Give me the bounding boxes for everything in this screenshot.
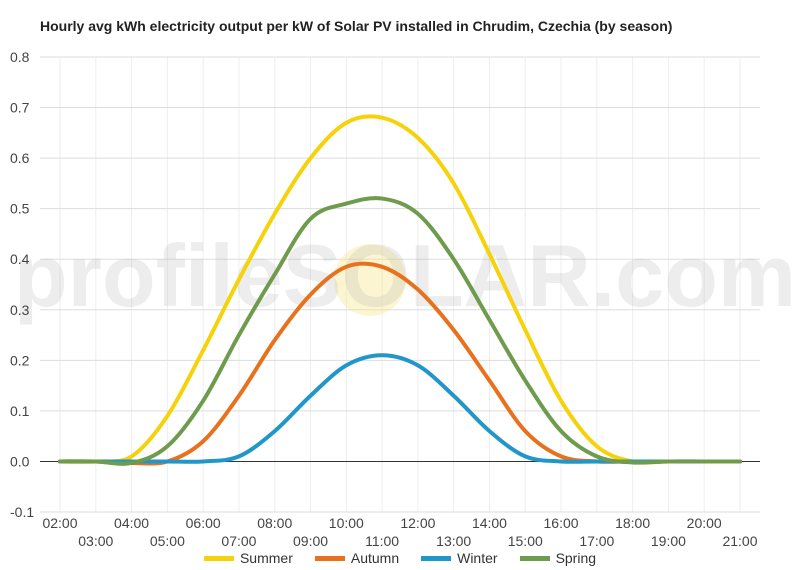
y-tick-label: 0.5 (10, 201, 30, 217)
x-tick-label: 14:00 (472, 515, 507, 531)
series-lines (58, 114, 742, 466)
legend-swatch (421, 555, 452, 561)
x-tick-label: 20:00 (687, 515, 722, 531)
legend-item-autumn[interactable]: Autumn (314, 549, 400, 567)
legend-swatch (519, 555, 550, 561)
y-tick-label: 0.7 (10, 100, 30, 116)
x-tick-label: 15:00 (508, 533, 543, 549)
y-tick-label: 0.0 (10, 453, 30, 469)
y-tick-label: 0.8 (10, 49, 30, 65)
legend-label: Winter (457, 550, 498, 566)
y-tick-label: 0.6 (10, 150, 30, 166)
legend-label: Autumn (350, 550, 400, 566)
x-tick-label: 21:00 (722, 533, 757, 549)
x-tick-label: 03:00 (78, 533, 113, 549)
watermark: profileSOLAR.com (14, 226, 796, 325)
x-tick-label: 02:00 (42, 515, 77, 531)
legend-item-spring[interactable]: Spring (519, 549, 597, 567)
y-tick-label: -0.1 (10, 504, 34, 520)
x-tick-label: 17:00 (579, 533, 614, 549)
y-tick-label: 0.2 (10, 352, 30, 368)
x-tick-label: 12:00 (400, 515, 435, 531)
x-tick-label: 06:00 (186, 515, 221, 531)
x-tick-label: 07:00 (221, 533, 256, 549)
series-line-spring (58, 196, 742, 466)
x-tick-label: 08:00 (257, 515, 292, 531)
legend-label: Spring (555, 550, 597, 566)
y-tick-label: 0.1 (10, 403, 30, 419)
y-tick-label: 0.4 (10, 251, 30, 267)
legend-swatch (203, 555, 234, 561)
watermark-sun-icon (334, 244, 406, 316)
legend-label: Summer (239, 550, 293, 566)
legend-swatch (314, 555, 345, 561)
x-tick-label: 09:00 (293, 533, 328, 549)
axes: -0.1 0.0 0.1 0.2 0.3 0.4 0.5 0.6 0.7 0.8 02:0003:0… (10, 49, 758, 549)
watermark-text: profileSOLAR.com (14, 226, 796, 325)
x-tick-label: 13:00 (436, 533, 471, 549)
legend-item-summer[interactable]: Summer (203, 549, 293, 567)
series-line-summer (58, 114, 742, 465)
x-tick-label: 11:00 (365, 533, 399, 549)
x-tick-label: 04:00 (114, 515, 149, 531)
x-tick-label: 19:00 (651, 533, 686, 549)
x-tick-label: 05:00 (150, 533, 185, 549)
chart-title: Hourly avg kWh electricity output per kW… (40, 18, 673, 34)
legend-item-winter[interactable]: Winter (421, 549, 498, 567)
y-tick-label: 0.3 (10, 302, 30, 318)
x-tick-label: 18:00 (615, 515, 650, 531)
series-line-winter (58, 353, 742, 464)
x-tick-label: 16:00 (544, 515, 579, 531)
legend: Summer Autumn Winter Spring (0, 549, 800, 567)
x-tick-label: 10:00 (329, 515, 364, 531)
